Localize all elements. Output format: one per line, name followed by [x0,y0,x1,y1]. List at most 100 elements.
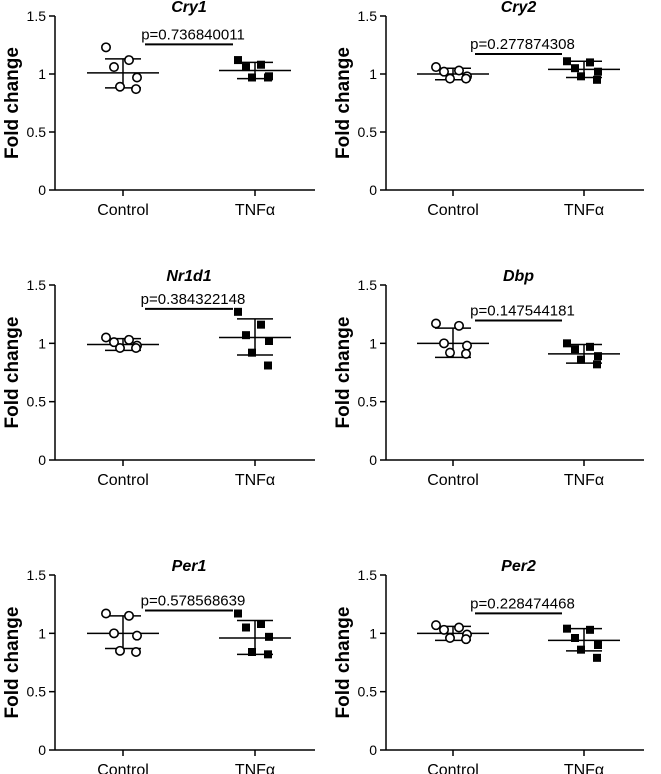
x-tick-label: Control [97,762,149,774]
y-axis-label: Fold change [2,607,23,719]
chart-title: Nr1d1 [166,268,211,285]
y-tick-label: 0.5 [358,684,378,700]
data-point [586,625,594,634]
data-point [109,337,120,348]
series-control [417,62,489,84]
data-point [460,348,471,359]
data-point [242,63,250,72]
data-point [593,360,601,369]
y-tick-label: 1 [369,625,377,641]
chart-title: Cry2 [501,0,537,16]
data-point [265,632,273,641]
chart-panel: 0 0.5 1 1.5 Control TNFα Cry2 Fold change p=0.27… [333,0,644,219]
data-point [563,624,571,633]
y-tick-label: 1.5 [27,567,47,583]
data-point [438,624,449,635]
chart-panel: 0 0.5 1 1.5 Control TNFα Per1 Fold change p=0.57… [2,558,315,774]
y-tick-label: 1 [369,66,377,82]
data-point [132,72,143,83]
data-point [132,630,143,641]
y-tick-label: 1 [38,625,46,641]
data-point [248,648,256,656]
data-point [444,632,455,643]
series-tnfa [219,56,291,82]
chart-title: Dbp [503,268,534,285]
series-control [87,42,159,95]
p-value-label: p=0.277874308 [470,36,575,53]
y-axis-label: Fold change [333,317,354,429]
chart-title: Per2 [501,558,536,575]
data-point [430,318,441,329]
data-point [101,332,112,343]
chart-panel: 0 0.5 1 1.5 Control TNFα Cry1 Fold change p=0.73… [2,0,315,219]
y-tick-label: 0.5 [27,394,47,410]
x-tick-label: Control [97,202,149,219]
data-point [124,610,135,621]
data-point [430,62,441,73]
data-point [234,307,242,316]
y-axis-label: Fold change [2,317,23,429]
y-tick-label: 0.5 [358,124,378,140]
p-value-label: p=0.578568639 [141,593,246,610]
data-point [109,62,120,73]
data-point [563,57,571,66]
x-tick-label: Control [427,472,479,489]
data-point [571,64,579,73]
data-point [430,620,441,631]
data-point [453,65,464,76]
chart-title: Per1 [172,558,207,575]
series-control [417,318,489,359]
data-point [234,56,242,65]
data-point [264,73,272,82]
data-point [131,84,142,95]
data-point [577,355,585,364]
y-tick-label: 0 [369,452,377,468]
data-point [264,650,272,659]
chart-title: Cry1 [171,0,207,16]
y-tick-label: 1.5 [358,277,378,293]
data-point [257,320,265,329]
data-point [101,608,112,619]
x-tick-label: TNFα [235,762,275,774]
data-point [586,342,594,351]
data-point [577,72,585,81]
y-tick-label: 0 [38,452,46,468]
data-point [461,340,472,351]
data-point [593,75,601,84]
y-tick-label: 1 [369,335,377,351]
series-control [417,620,489,645]
y-axis-label: Fold change [333,47,354,159]
p-value-label: p=0.384322148 [141,291,246,308]
data-point [234,609,242,618]
y-tick-label: 1.5 [27,277,47,293]
p-value-label: p=0.147544181 [470,303,575,320]
data-point [257,620,265,628]
data-point [460,73,471,84]
data-point [571,345,579,354]
series-control [87,608,159,657]
y-tick-label: 1 [38,335,46,351]
y-tick-label: 0 [369,182,377,198]
data-point [242,623,250,632]
p-value-label: p=0.228474468 [470,595,575,612]
data-point [594,641,602,649]
data-point [453,622,464,633]
data-point [438,66,449,77]
data-point [563,339,571,348]
y-tick-label: 0 [369,742,377,758]
y-tick-label: 1.5 [358,8,378,24]
data-point [571,634,579,642]
x-tick-label: Control [97,472,149,489]
data-point [248,73,256,82]
y-tick-label: 0.5 [358,394,378,410]
data-point [594,352,602,361]
series-tnfa [548,624,620,662]
data-point [586,58,594,67]
y-tick-label: 1.5 [358,567,378,583]
x-tick-label: TNFα [564,202,604,219]
data-point [577,645,585,654]
data-point [460,634,471,645]
data-point [444,347,455,358]
y-tick-label: 0 [38,742,46,758]
